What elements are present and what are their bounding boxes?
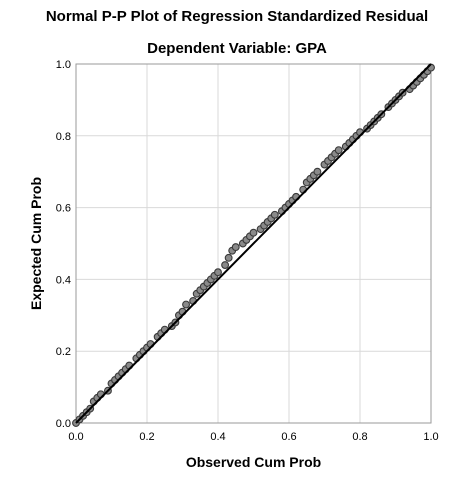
data-point bbox=[270, 210, 279, 219]
y-tick-label: 0.4 bbox=[56, 274, 71, 286]
chart-title: Normal P-P Plot of Regression Standardiz… bbox=[45, 8, 429, 25]
data-point bbox=[313, 167, 322, 176]
y-tick-label: 0.8 bbox=[56, 131, 71, 143]
x-axis-label: Observed Cum Prob bbox=[186, 454, 321, 470]
y-tick-label: 0.0 bbox=[56, 418, 71, 430]
y-axis-label: Expected Cum Prob bbox=[28, 177, 44, 310]
chart-subtitle: Dependent Variable: GPA bbox=[147, 40, 327, 57]
data-point bbox=[221, 261, 230, 269]
data-point bbox=[249, 228, 258, 237]
x-tick-label: 0.2 bbox=[139, 431, 154, 443]
y-tick-label: 1.0 bbox=[56, 59, 71, 71]
reference-line bbox=[75, 63, 432, 424]
data-point bbox=[231, 243, 240, 252]
y-tick-label: 0.6 bbox=[56, 203, 71, 215]
grid-lines bbox=[76, 64, 431, 423]
data-point bbox=[182, 300, 191, 309]
plot-frame bbox=[75, 63, 432, 424]
x-tick-label: 1.0 bbox=[423, 431, 438, 443]
data-point bbox=[334, 146, 343, 155]
x-tick-label: 0.8 bbox=[352, 431, 367, 443]
y-tick-label: 0.2 bbox=[56, 346, 71, 358]
x-axis-ticks: 0.0 0.2 0.4 0.6 0.8 1.0 bbox=[68, 431, 438, 443]
data-point bbox=[214, 268, 222, 277]
x-tick-label: 0.4 bbox=[210, 431, 225, 443]
data-point bbox=[224, 253, 233, 262]
y-axis-ticks: 0.0 0.2 0.4 0.6 0.8 1.0 bbox=[56, 59, 71, 430]
x-tick-label: 0.6 bbox=[281, 431, 296, 443]
x-tick-label: 0.0 bbox=[68, 431, 83, 443]
